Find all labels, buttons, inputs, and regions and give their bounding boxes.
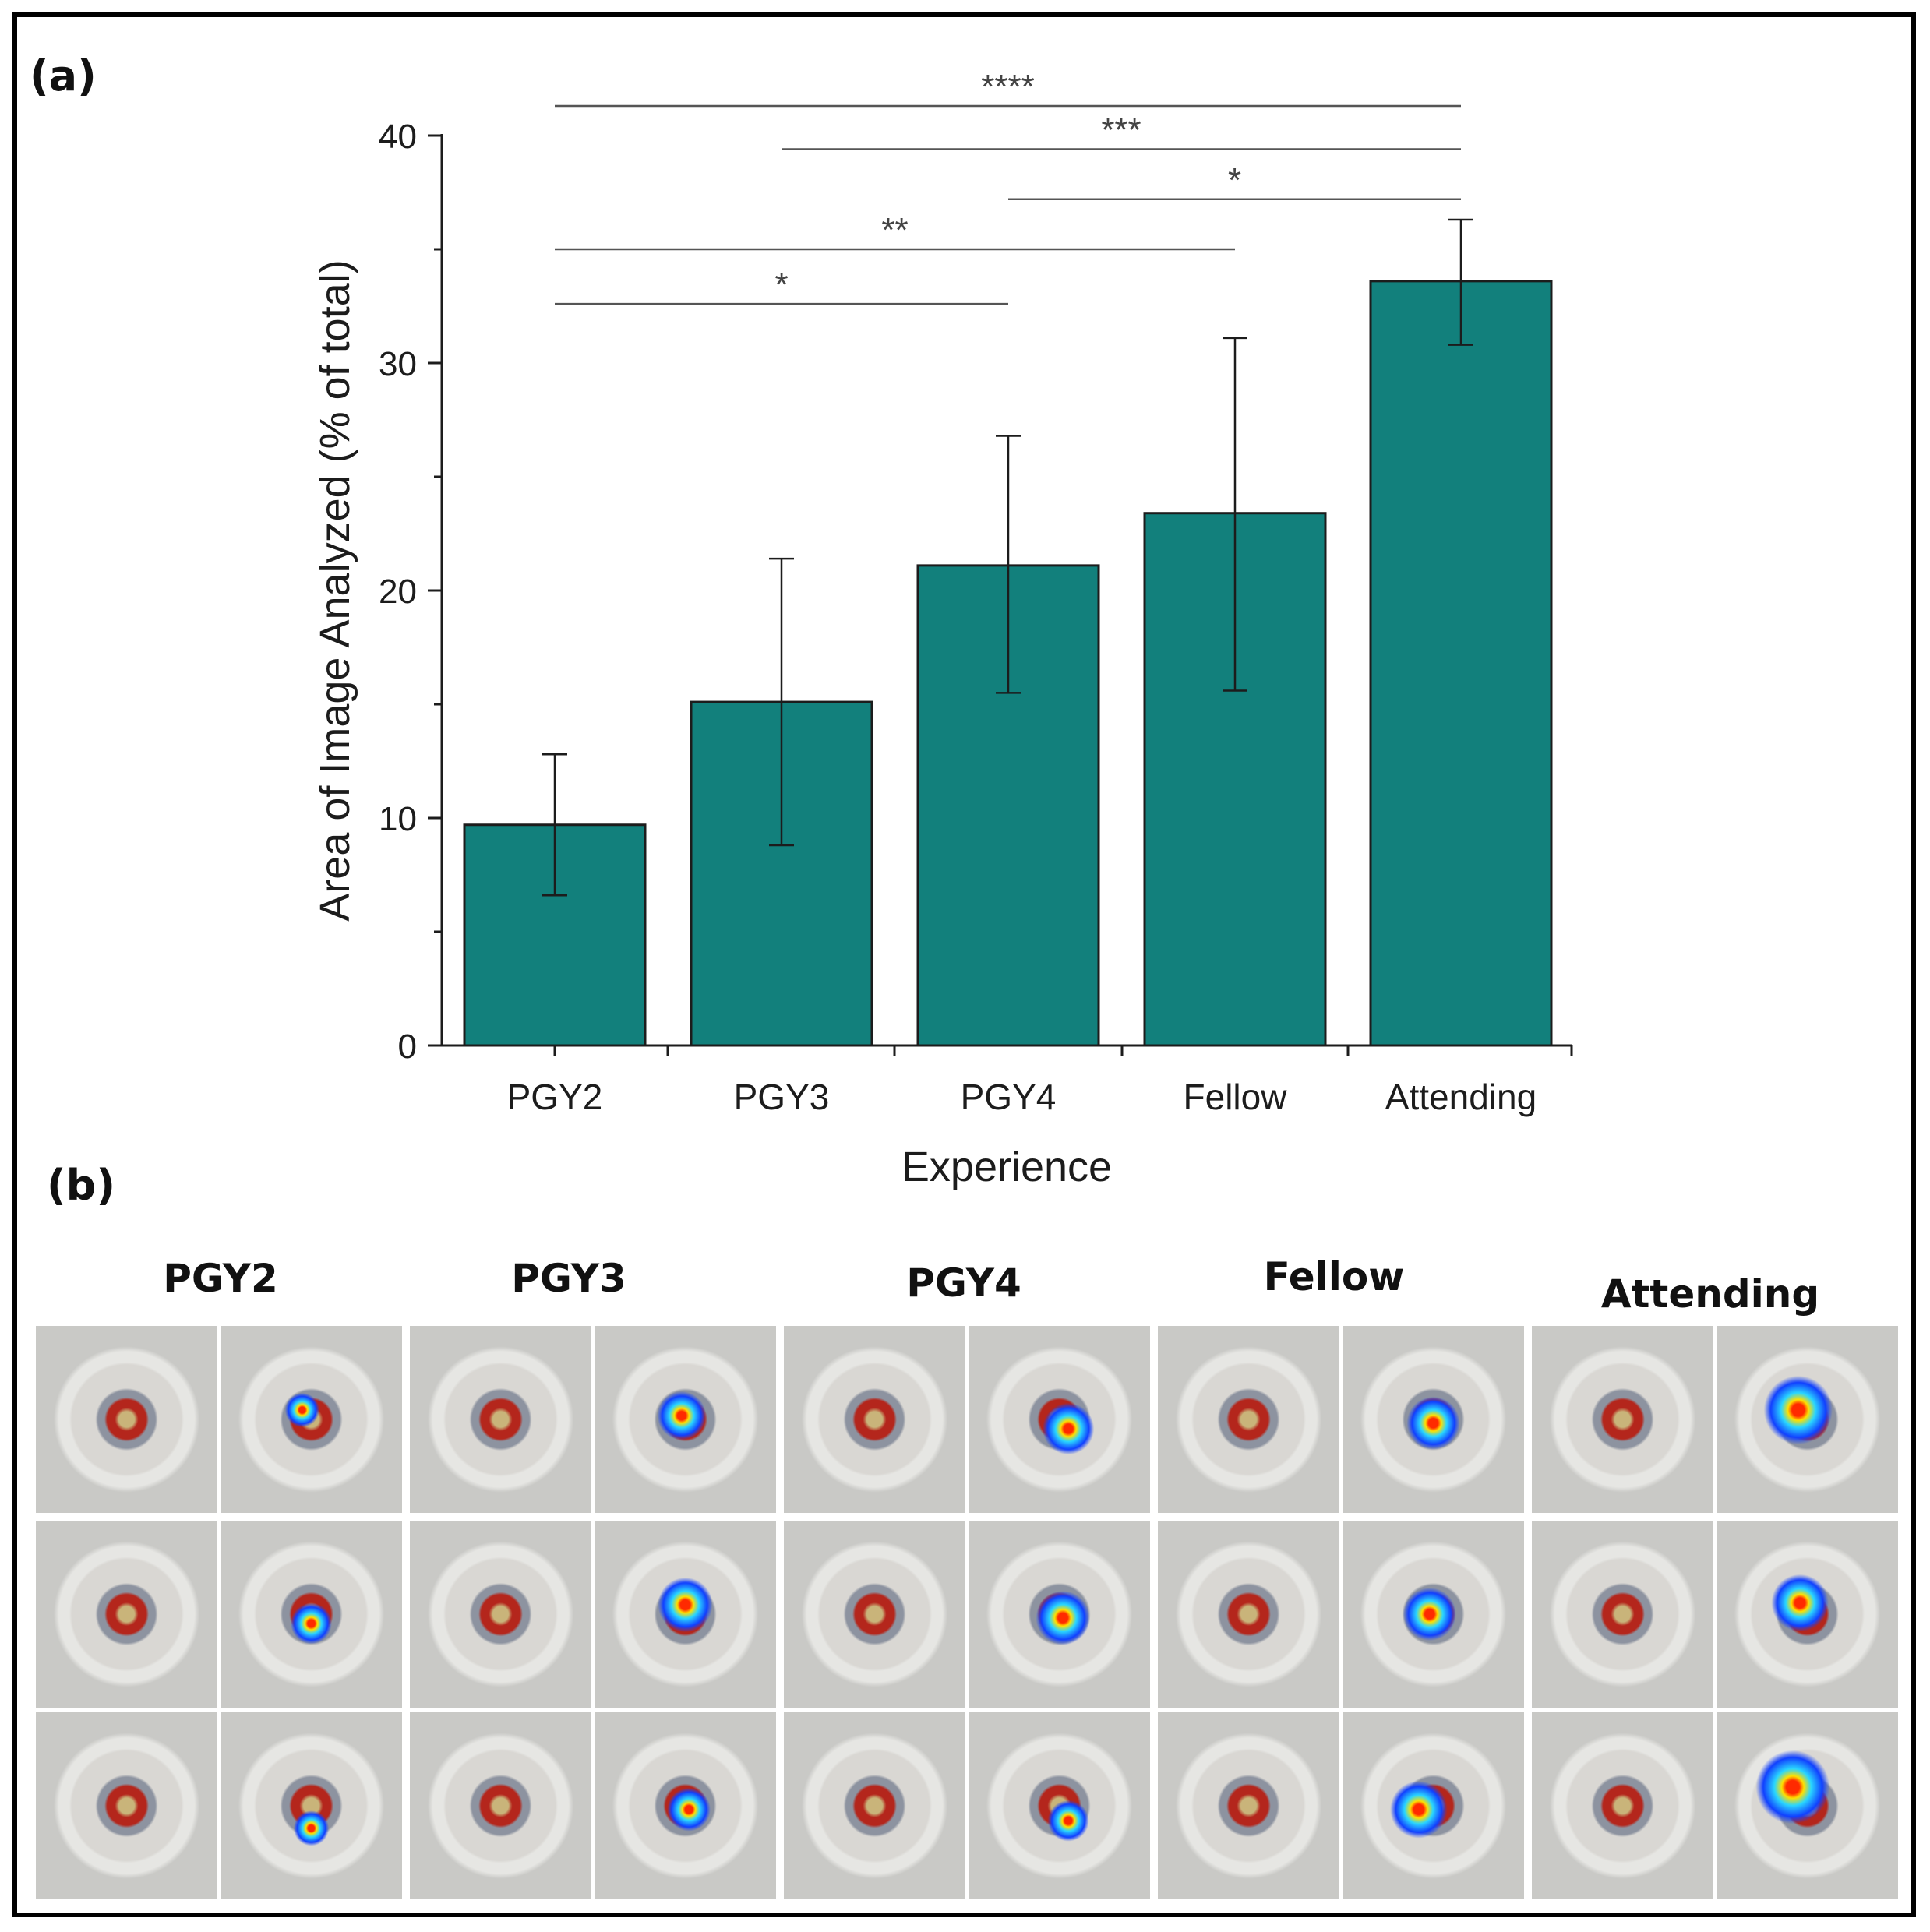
significance-stars: * [774, 266, 788, 304]
eye-model-heatmap [1341, 1519, 1526, 1709]
eye-model-heatmap [1715, 1519, 1900, 1709]
eye-model-heatmap [1715, 1711, 1900, 1901]
eye-model-heatmap [593, 1711, 778, 1901]
eye-model-heatmap [593, 1324, 778, 1514]
significance-stars: *** [1101, 111, 1141, 150]
eye-model-photo [408, 1324, 593, 1514]
column-title-pgy3: PGY3 [511, 1256, 626, 1301]
column-title-pgy2: PGY2 [163, 1256, 278, 1301]
y-tick-label: 20 [379, 573, 417, 611]
eye-model-photo [1530, 1324, 1715, 1514]
x-tick-label: PGY3 [734, 1077, 830, 1117]
y-tick-label: 30 [379, 345, 417, 383]
column-title-fellow: Fellow [1263, 1254, 1405, 1299]
x-tick-label: PGY2 [507, 1077, 603, 1117]
bar-attending [1369, 280, 1553, 1047]
eye-model-photo [1156, 1711, 1341, 1901]
error-bars [542, 218, 1473, 897]
eye-model-heatmap [967, 1711, 1152, 1901]
eye-model-heatmap [967, 1324, 1152, 1514]
eye-model-heatmap [1341, 1324, 1526, 1514]
eye-model-photo [782, 1324, 967, 1514]
y-tick-label: 40 [379, 118, 417, 156]
eye-model-photo [408, 1711, 593, 1901]
column-title-pgy4: PGY4 [906, 1260, 1021, 1306]
eye-model-photo [1156, 1324, 1341, 1514]
eye-model-photo [1156, 1519, 1341, 1709]
x-tick-label: PGY4 [961, 1077, 1057, 1117]
y-tick-label: 0 [398, 1028, 417, 1066]
eye-model-photo [34, 1519, 219, 1709]
y-axis-title: Area of Image Analyzed (% of total) [312, 259, 358, 921]
eye-model-heatmap [219, 1324, 404, 1514]
column-title-attending: Attending [1600, 1271, 1820, 1317]
panel-a-label: (a) [30, 51, 97, 100]
eye-model-heatmap [1341, 1711, 1526, 1901]
eye-model-heatmap [219, 1519, 404, 1709]
significance-stars: ** [881, 211, 908, 249]
significance-stars: **** [981, 68, 1035, 106]
x-tick-label: Attending [1385, 1077, 1537, 1117]
panel-b-label: (b) [47, 1161, 116, 1210]
chart-labels: 0 10 20 30 40 PGY2 PGY3 PGY4 Fellow Attending Expe… [312, 118, 1537, 1190]
chart-bars [463, 280, 1553, 1047]
eye-model-heatmap [967, 1519, 1152, 1709]
eye-model-photo [782, 1711, 967, 1901]
eye-model-heatmap [593, 1519, 778, 1709]
x-tick-label: Fellow [1184, 1077, 1288, 1117]
eye-model-photo [408, 1519, 593, 1709]
significance-brackets: *********** [555, 68, 1461, 305]
eye-model-heatmap [219, 1711, 404, 1901]
significance-stars: * [1228, 161, 1241, 199]
y-tick-label: 10 [379, 800, 417, 838]
figure-frame [12, 12, 1916, 1917]
eye-model-photo [34, 1711, 219, 1901]
eye-model-photo [34, 1324, 219, 1514]
eye-model-heatmap [1715, 1324, 1900, 1514]
eye-model-photo [782, 1519, 967, 1709]
eye-model-photo [1530, 1711, 1715, 1901]
x-axis-title: Experience [901, 1144, 1112, 1190]
eye-model-photo [1530, 1519, 1715, 1709]
